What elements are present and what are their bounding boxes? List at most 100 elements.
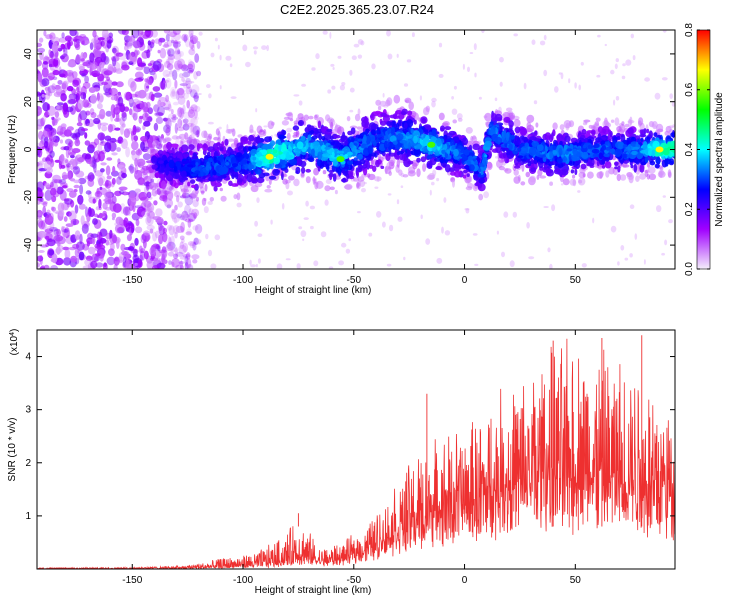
background-speckle (481, 30, 485, 34)
background-speckle (621, 75, 626, 80)
signal-blob (368, 122, 377, 131)
noise-speckle (49, 52, 55, 59)
noise-speckle (168, 225, 175, 236)
background-speckle (577, 190, 581, 193)
background-speckle (349, 87, 355, 93)
signal-blob (283, 116, 290, 120)
noise-speckle (116, 176, 122, 185)
noise-speckle (93, 138, 100, 146)
noise-speckle (106, 256, 116, 266)
signal-blob (520, 181, 526, 186)
background-speckle (453, 85, 457, 90)
signal-blob (295, 166, 301, 175)
signal-blob (380, 165, 385, 169)
noise-speckle (99, 122, 109, 126)
noise-speckle (134, 171, 138, 176)
noise-speckle (96, 92, 100, 101)
signal-blob (425, 134, 430, 143)
noise-speckle (134, 77, 144, 82)
background-speckle (610, 225, 617, 233)
noise-speckle (180, 119, 188, 128)
noise-speckle (179, 215, 185, 221)
noise-speckle (61, 185, 68, 189)
background-speckle (539, 40, 546, 46)
noise-speckle (92, 87, 101, 92)
noise-speckle (153, 257, 161, 264)
noise-speckle (89, 108, 95, 116)
background-speckle (396, 199, 400, 205)
noise-speckle (82, 61, 89, 67)
noise-speckle (174, 231, 178, 239)
signal-blob (353, 157, 358, 162)
signal-blob (180, 144, 189, 153)
noise-speckle (72, 79, 79, 88)
signal-blob (416, 168, 421, 178)
noise-speckle (114, 117, 121, 122)
signal-blob (314, 114, 318, 121)
noise-speckle (182, 104, 186, 115)
noise-speckle (89, 174, 95, 180)
signal-blob (556, 157, 563, 164)
noise-speckle (68, 71, 72, 78)
noise-speckle (105, 165, 111, 176)
noise-speckle (132, 124, 137, 136)
background-speckle (198, 93, 202, 95)
noise-speckle (75, 95, 79, 101)
background-speckle (581, 263, 587, 268)
noise-speckle (153, 104, 160, 113)
signal-blob (563, 120, 572, 129)
signal-blob (614, 166, 618, 170)
noise-speckle (133, 50, 139, 58)
signal-blob (357, 180, 361, 187)
signal-blob (418, 127, 422, 133)
noise-speckle (173, 50, 182, 60)
noise-speckle (97, 37, 105, 41)
noise-speckle (39, 197, 44, 202)
signal-blob (655, 155, 661, 164)
background-speckle (474, 72, 477, 78)
noise-speckle (62, 80, 70, 85)
signal-blob (396, 151, 401, 156)
noise-speckle (37, 212, 41, 218)
signal-blob (552, 122, 558, 130)
background-speckle (592, 217, 595, 224)
noise-speckle (139, 101, 149, 111)
noise-speckle (51, 195, 57, 203)
noise-speckle (92, 30, 97, 38)
signal-blob (640, 137, 644, 142)
signal-blob (266, 149, 273, 153)
noise-speckle (122, 206, 131, 216)
noise-speckle (37, 72, 43, 83)
noise-speckle (51, 206, 56, 212)
signal-blob (201, 191, 205, 195)
noise-speckle (163, 106, 170, 110)
noise-speckle (190, 104, 198, 112)
signal-blob (267, 120, 274, 130)
noise-speckle (82, 265, 92, 269)
signal-blob (159, 173, 165, 178)
signal-blob (356, 170, 359, 178)
signal-blob (252, 142, 256, 146)
signal-blob (534, 130, 538, 135)
background-speckle (327, 89, 332, 94)
noise-speckle (146, 215, 152, 224)
signal-blob (308, 115, 314, 120)
background-speckle (403, 256, 406, 261)
noise-speckle (60, 153, 65, 162)
noise-speckle (43, 141, 49, 149)
noise-speckle (104, 79, 113, 89)
signal-blob (517, 155, 524, 159)
noise-speckle (50, 231, 57, 241)
background-speckle (622, 63, 626, 67)
noise-speckle (38, 37, 44, 43)
noise-speckle (119, 203, 126, 214)
noise-speckle (177, 107, 183, 118)
background-speckle (533, 100, 538, 105)
background-speckle (397, 216, 403, 222)
noise-speckle (131, 30, 140, 39)
background-speckle (357, 54, 363, 59)
signal-blob (610, 119, 615, 123)
noise-speckle (179, 241, 184, 250)
noise-speckle (76, 122, 83, 127)
background-speckle (431, 181, 435, 186)
